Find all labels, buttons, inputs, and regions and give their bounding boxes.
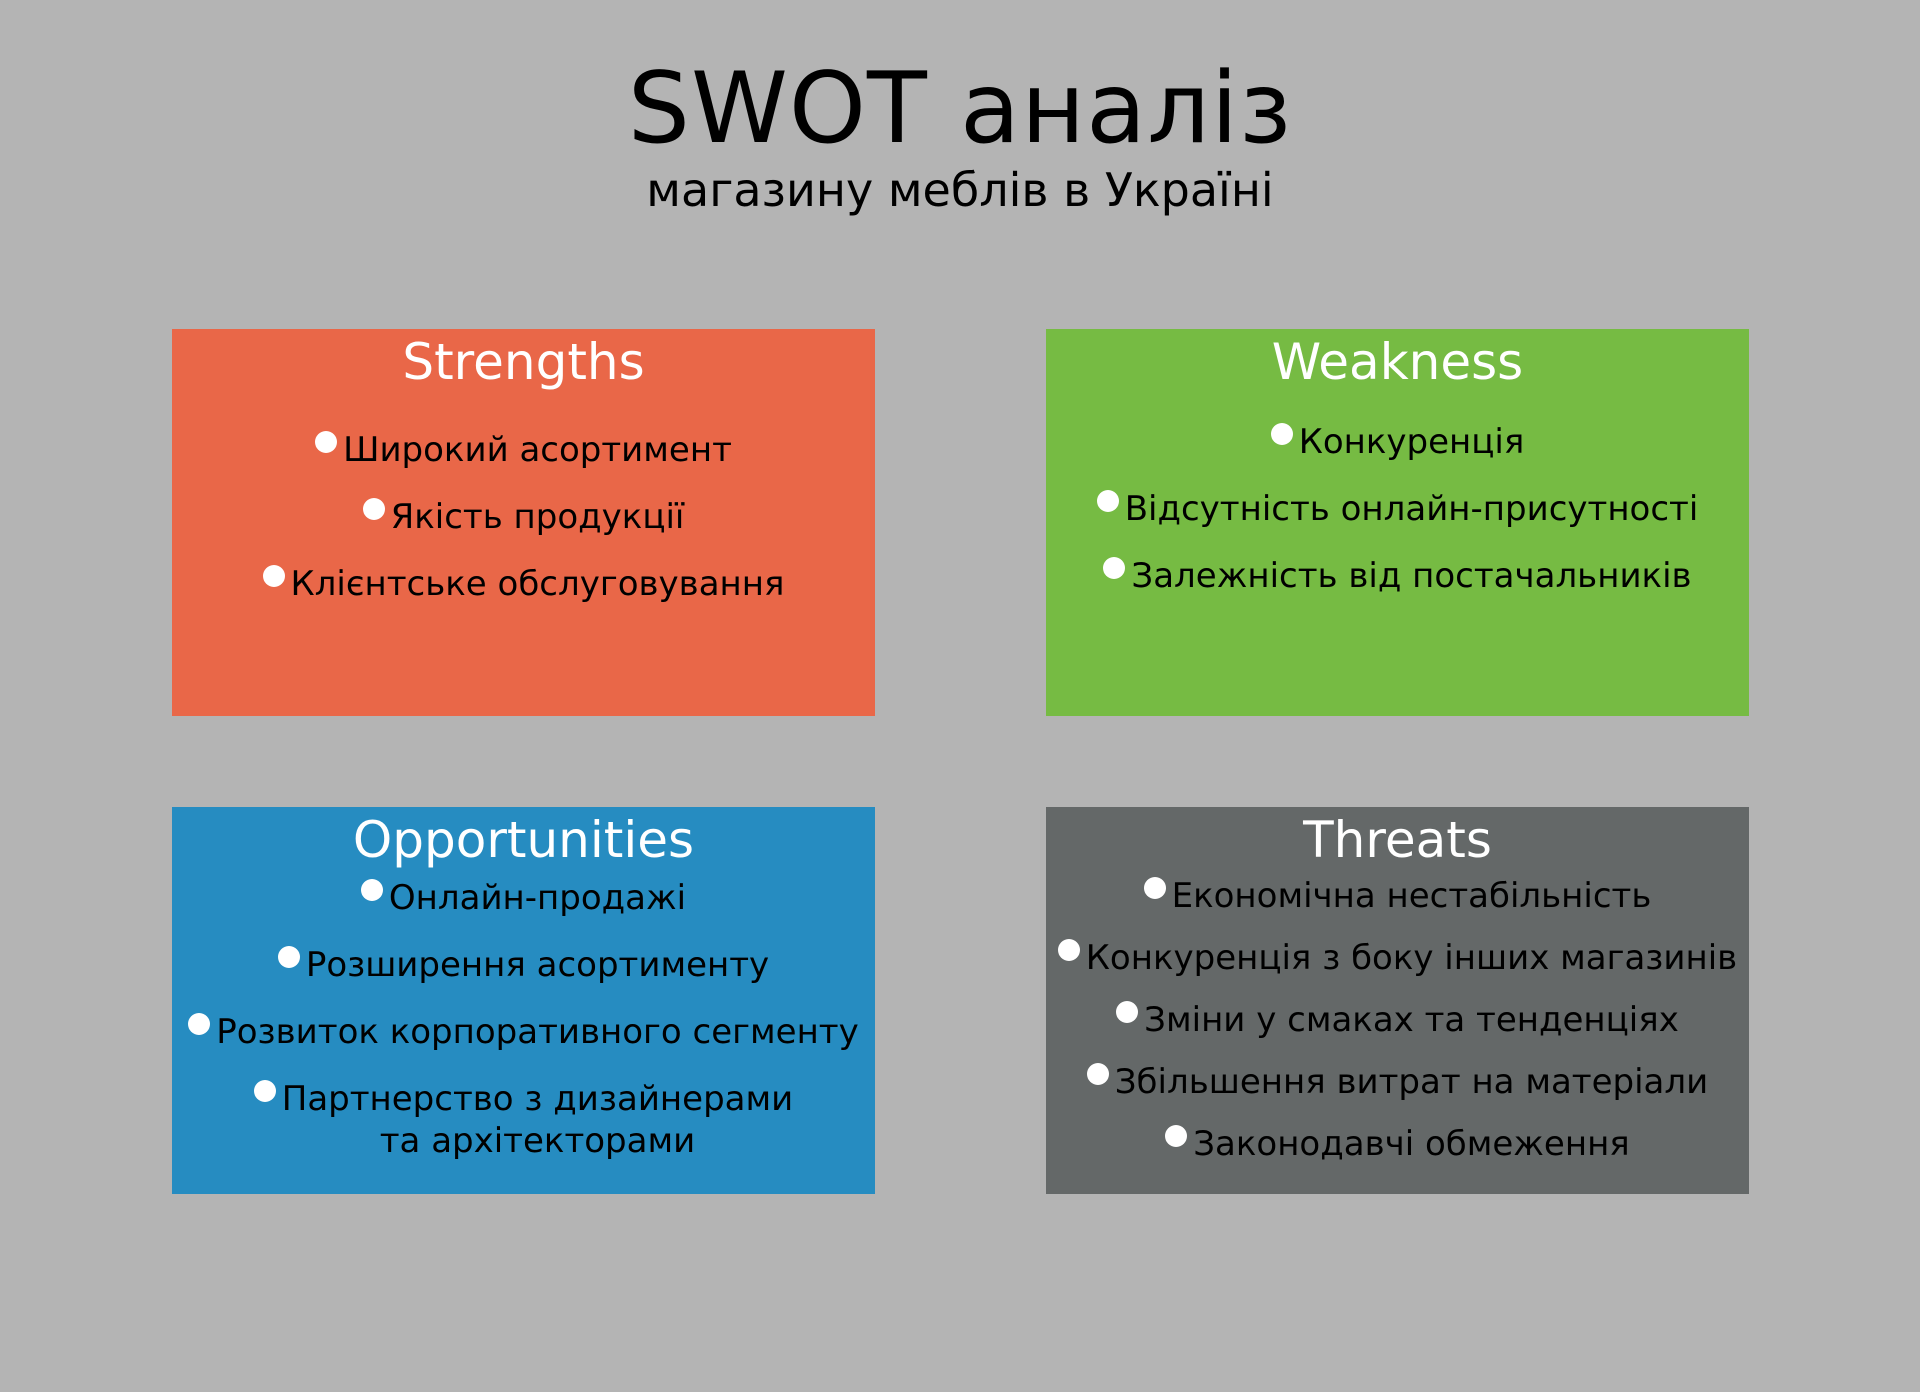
list-item: Широкий асортимент xyxy=(172,429,875,471)
quadrant-list-weakness: Конкуренція Відсутність онлайн-присутнос… xyxy=(1046,421,1749,597)
list-item: Якість продукції xyxy=(172,496,875,538)
bullet-dot-icon xyxy=(1057,939,1080,961)
bullet-dot-icon xyxy=(1086,1063,1109,1085)
bullet-dot-icon xyxy=(188,1013,211,1035)
bullet-dot-icon xyxy=(253,1080,276,1102)
list-item: Партнерство з дизайнерами та архітектора… xyxy=(172,1078,875,1162)
bullet-dot-icon xyxy=(1096,490,1119,512)
bullet-dot-icon xyxy=(1165,1125,1188,1147)
quadrant-list-threats: Економічна нестабільність Конкуренція з … xyxy=(1046,875,1749,1165)
bullet-dot-icon xyxy=(315,431,338,453)
quadrant-heading-opportunities: Opportunities xyxy=(352,811,695,869)
quadrant-list-strengths: Широкий асортимент Якість продукції Кліє… xyxy=(172,429,875,605)
list-item: Економічна нестабільність xyxy=(1046,875,1749,917)
quadrant-weakness: Weakness Конкуренція Відсутність онлайн-… xyxy=(1046,329,1749,716)
list-item: Конкуренція xyxy=(1046,421,1749,463)
page-title: SWOT аналіз xyxy=(627,52,1293,166)
quadrant-heading-weakness: Weakness xyxy=(1271,333,1524,391)
list-item: Конкуренція з боку інших магазинів xyxy=(1046,937,1749,979)
quadrant-heading-threats: Threats xyxy=(1303,811,1492,869)
bullet-dot-icon xyxy=(1116,1001,1139,1023)
bullet-dot-icon xyxy=(1103,557,1126,579)
quadrant-threats: Threats Економічна нестабільність Конкур… xyxy=(1046,807,1749,1194)
quadrant-heading-strengths: Strengths xyxy=(402,333,645,391)
bullet-dot-icon xyxy=(262,565,285,587)
list-item: Відсутність онлайн-присутності xyxy=(1046,488,1749,530)
list-item: Клієнтське обслуговування xyxy=(172,563,875,605)
page-subtitle: магазину меблів в Україні xyxy=(646,163,1274,217)
list-item: Онлайн-продажі xyxy=(172,877,875,919)
list-item: Залежність від постачальників xyxy=(1046,555,1749,597)
list-item: Розвиток корпоративного сегменту xyxy=(172,1011,875,1053)
bullet-dot-icon xyxy=(277,946,300,968)
bullet-dot-icon xyxy=(1143,877,1166,899)
bullet-dot-icon xyxy=(360,879,383,901)
list-item: Законодавчі обмеження xyxy=(1046,1123,1749,1165)
list-item: Розширення асортименту xyxy=(172,944,875,986)
quadrant-strengths: Strengths Широкий асортимент Якість прод… xyxy=(172,329,875,716)
bullet-dot-icon xyxy=(362,498,385,520)
quadrant-opportunities: Opportunities Онлайн-продажі Розширення … xyxy=(172,807,875,1194)
quadrant-list-opportunities: Онлайн-продажі Розширення асортименту Ро… xyxy=(172,877,875,1162)
list-item: Зміни у смаках та тенденціях xyxy=(1046,999,1749,1041)
list-item: Збільшення витрат на матеріали xyxy=(1046,1061,1749,1103)
bullet-dot-icon xyxy=(1270,423,1293,445)
